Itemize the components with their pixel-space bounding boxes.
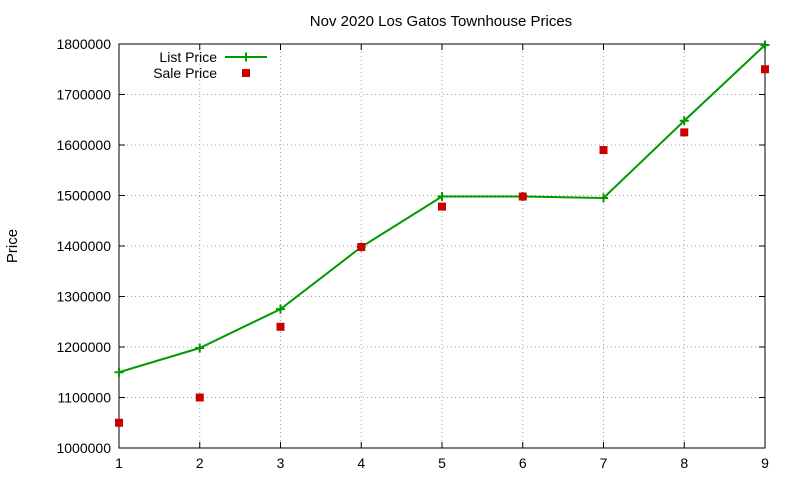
grid-lines: [119, 44, 765, 448]
data-point: [195, 393, 204, 402]
legend-marker: [241, 52, 251, 62]
y-tick-label: 1300000: [56, 289, 111, 305]
data-point: [760, 40, 770, 50]
data-point: [761, 65, 769, 74]
x-tick-label: 5: [438, 455, 446, 471]
x-tick-label: 7: [600, 455, 608, 471]
y-tick-label: 1800000: [56, 36, 111, 52]
data-series: [114, 40, 770, 427]
y-tick-label: 1600000: [56, 137, 111, 153]
y-tick-label: 1700000: [56, 87, 111, 103]
data-point: [679, 116, 689, 126]
data-point: [276, 304, 285, 314]
legend-label: List Price: [159, 49, 217, 65]
data-point: [437, 192, 447, 202]
x-tick-label: 8: [680, 455, 688, 471]
data-point: [438, 202, 446, 211]
legend-label: Sale Price: [153, 65, 217, 81]
x-tick-label: 3: [277, 455, 285, 471]
data-point: [357, 243, 366, 252]
y-tick-label: 1400000: [56, 238, 111, 254]
x-tick-label: 4: [357, 455, 365, 471]
x-tick-label: 2: [196, 455, 204, 471]
y-tick-label: 1000000: [56, 440, 111, 456]
chart-title: Nov 2020 Los Gatos Townhouse Prices: [310, 13, 572, 30]
legend-marker: [242, 69, 250, 77]
y-tick-label: 1100000: [58, 390, 112, 406]
x-tick-label: 1: [115, 455, 123, 471]
y-tick-label: 1500000: [56, 188, 111, 204]
data-point: [599, 193, 608, 203]
y-axis-label: Price: [4, 229, 21, 263]
data-point: [518, 192, 527, 201]
data-point: [276, 322, 285, 331]
x-tick-label: 6: [519, 455, 527, 471]
data-point: [599, 146, 608, 155]
axis-ticks: 1 2 3 4 5 6 7 8 9 1000000 1100000 1200000 1300000 140…: [56, 36, 769, 471]
x-tick-label: 9: [761, 455, 769, 471]
data-point: [195, 343, 205, 353]
data-point: [680, 128, 689, 137]
data-point: [115, 418, 123, 427]
y-tick-label: 1200000: [56, 339, 111, 355]
data-point: [114, 367, 124, 377]
series-1: [115, 65, 769, 427]
